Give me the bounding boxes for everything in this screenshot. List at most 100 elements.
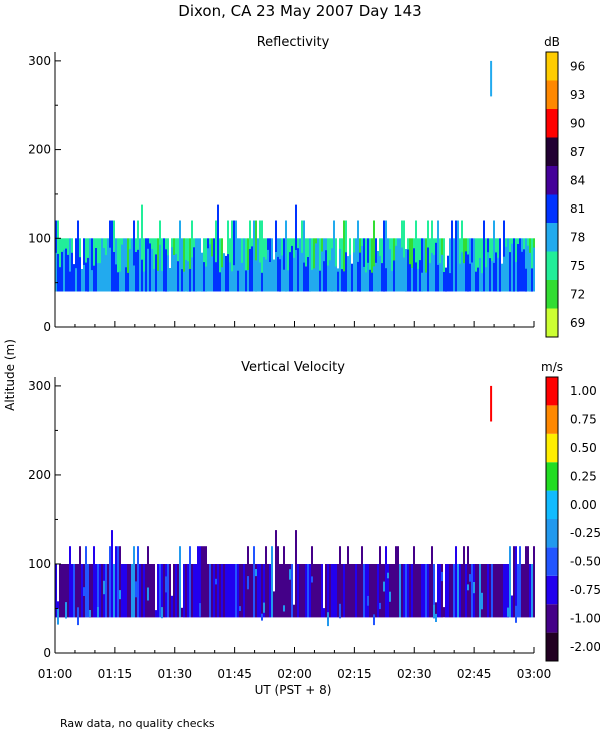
reflectivity-colorbar-segment <box>546 109 558 138</box>
velocity-data-column <box>471 564 473 618</box>
velocity-data-column <box>287 564 289 618</box>
velocity-data-column <box>331 564 333 618</box>
reflectivity-low-band <box>243 253 245 292</box>
reflectivity-low-band <box>343 271 345 292</box>
velocity-streak <box>65 602 67 619</box>
velocity-data-column <box>121 564 123 618</box>
reflectivity-low-band <box>437 264 439 292</box>
reflectivity-low-band <box>505 246 507 292</box>
velocity-data-column <box>255 564 257 618</box>
reflectivity-low-band <box>101 263 103 292</box>
velocity-streak <box>435 613 437 622</box>
reflectivity-low-band <box>323 261 325 292</box>
reflectivity-low-band <box>319 270 321 292</box>
velocity-data-column <box>169 564 171 618</box>
velocity-data-column <box>435 602 437 618</box>
reflectivity-data-column <box>179 220 181 292</box>
reflectivity-data-column <box>181 238 183 292</box>
reflectivity-data-column <box>481 238 483 292</box>
reflectivity-colorbar-segment <box>546 166 558 195</box>
reflectivity-low-band <box>507 249 509 292</box>
reflectivity-data-column <box>371 238 373 292</box>
reflectivity-low-band <box>511 243 513 292</box>
reflectivity-data-column <box>261 220 263 292</box>
velocity-data-column <box>149 564 151 618</box>
reflectivity-low-band <box>211 256 213 292</box>
velocity-data-column <box>175 564 177 618</box>
reflectivity-low-band <box>85 262 87 292</box>
reflectivity-low-band <box>473 270 475 292</box>
velocity-data-column <box>419 564 421 618</box>
velocity-data-column <box>231 564 233 618</box>
velocity-data-column <box>511 595 513 618</box>
velocity-data-column <box>73 564 75 618</box>
velocity-streak <box>387 572 389 579</box>
velocity-data-column <box>427 564 429 618</box>
reflectivity-low-band <box>519 243 521 292</box>
velocity-data-column <box>499 564 501 618</box>
velocity-data-column <box>191 564 193 618</box>
velocity-streak <box>327 612 329 627</box>
velocity-streak <box>441 571 443 582</box>
velocity-data-column <box>229 564 231 618</box>
reflectivity-low-band <box>127 272 129 292</box>
reflectivity-low-band <box>299 247 301 292</box>
reflectivity-low-band <box>517 244 519 292</box>
reflectivity-low-band <box>285 243 287 292</box>
reflectivity-low-band <box>477 267 479 292</box>
velocity-data-column <box>269 564 271 618</box>
velocity-data-column <box>479 564 481 618</box>
reflectivity-low-band <box>213 268 215 292</box>
velocity-data-column <box>475 564 477 618</box>
reflectivity-low-band <box>109 247 111 292</box>
velocity-data-column <box>219 564 221 618</box>
reflectivity-data-column <box>327 238 329 292</box>
velocity-data-column <box>209 564 211 618</box>
velocity-streak <box>383 581 385 592</box>
velocity-data-column <box>141 564 143 618</box>
figure-title: Dixon, CA 23 May 2007 Day 143 <box>178 2 421 20</box>
reflectivity-low-band <box>135 252 137 292</box>
velocity-data-column <box>93 546 95 618</box>
velocity-data-column <box>129 564 131 618</box>
velocity-data-column <box>389 564 391 618</box>
velocity-data-column <box>203 546 205 618</box>
reflectivity-colorbar-label: 81 <box>570 202 585 216</box>
velocity-data-column <box>405 564 407 618</box>
y-axis-label: Altitude (m) <box>3 339 17 411</box>
velocity-data-column <box>153 564 155 618</box>
reflectivity-data-column <box>163 238 165 292</box>
velocity-data-column <box>119 546 121 618</box>
reflectivity-low-band <box>65 248 67 292</box>
reflectivity-low-band <box>161 270 163 292</box>
reflectivity-low-band <box>523 249 525 292</box>
velocity-data-column <box>249 564 251 618</box>
reflectivity-data-column <box>247 238 249 292</box>
velocity-colorbar-segment <box>546 547 558 576</box>
reflectivity-low-band <box>419 260 421 292</box>
velocity-data-column <box>463 546 465 618</box>
velocity-data-column <box>201 546 203 618</box>
reflectivity-low-band <box>395 245 397 292</box>
velocity-colorbar-label: 0.00 <box>570 498 597 512</box>
reflectivity-data-column <box>59 238 61 292</box>
velocity-data-column <box>63 564 65 618</box>
reflectivity-low-band <box>139 252 141 292</box>
velocity-colorbar-segment <box>546 377 558 406</box>
velocity-data-column <box>297 564 299 618</box>
velocity-data-column <box>497 564 499 618</box>
reflectivity-low-band <box>359 252 361 292</box>
reflectivity-data-column <box>189 238 191 292</box>
reflectivity-low-band <box>277 256 279 292</box>
reflectivity-low-band <box>223 253 225 292</box>
reflectivity-low-band <box>171 247 173 292</box>
reflectivity-low-band <box>367 262 369 292</box>
reflectivity-low-band <box>183 271 185 292</box>
velocity-data-column <box>237 564 239 618</box>
reflectivity-low-band <box>399 244 401 292</box>
velocity-data-column <box>507 564 509 618</box>
reflectivity-colorbar-label: 90 <box>570 116 585 130</box>
reflectivity-low-band <box>249 249 251 292</box>
reflectivity-data-column <box>531 238 533 292</box>
reflectivity-low-band <box>177 261 179 292</box>
